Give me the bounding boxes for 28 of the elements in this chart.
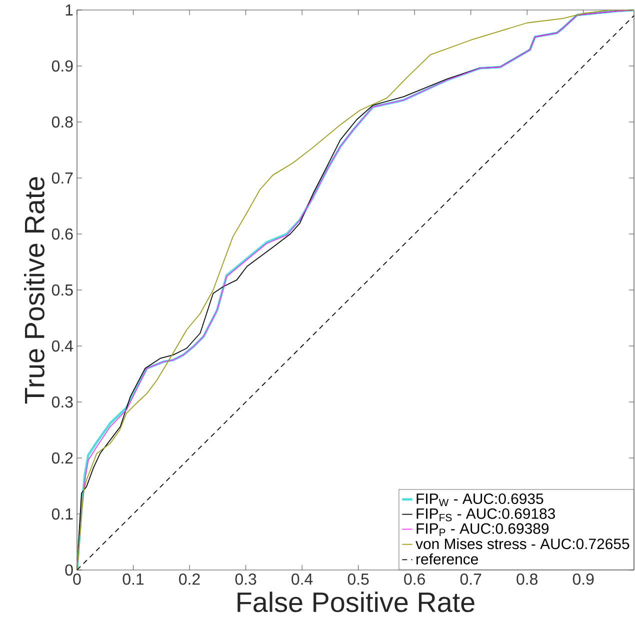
- x-tick-label: 0.2: [179, 574, 200, 585]
- y-tick-label: 1: [66, 4, 73, 16]
- y-tick-label: 0.5: [52, 284, 73, 296]
- y-tick-label: 0.2: [52, 452, 73, 464]
- y-tick-label: 0.6: [52, 228, 73, 240]
- y-axis-title: True Positive Rate: [24, 177, 44, 404]
- y-tick-label: 0.9: [52, 60, 73, 72]
- legend-label: von Mises stress - AUC:0.72655: [416, 538, 630, 550]
- y-tick-label: 0: [65, 564, 73, 576]
- x-tick-label: 0.4: [292, 574, 313, 585]
- x-tick-label: 0.8: [516, 574, 538, 585]
- y-tick-label: 0.7: [52, 172, 73, 184]
- y-tick-label: 0.4: [52, 340, 74, 352]
- y-tick-label: 0.8: [52, 116, 73, 128]
- y-tick-label: 0.3: [52, 396, 73, 408]
- x-tick-label: 0.6: [404, 574, 425, 585]
- x-tick-label: 0.9: [572, 574, 594, 585]
- legend-label: FIP$_{W}$ - AUC:0.6935: [416, 493, 544, 506]
- legend-label: reference: [416, 554, 478, 564]
- x-tick-label: 0.7: [460, 574, 482, 585]
- x-tick-label: 0.5: [348, 574, 369, 585]
- legend-label: FIP$_{P}$ - AUC:0.69389: [416, 523, 549, 536]
- legend-label: FIP$_{FS}$ - AUC:0.69183: [416, 508, 555, 522]
- x-tick-label: 0.1: [122, 574, 144, 585]
- y-tick-label: 0.1: [52, 508, 73, 520]
- x-tick-label: 0.3: [235, 574, 256, 585]
- x-tick-label: 0: [73, 574, 81, 585]
- x-axis-title: False Positive Rate: [238, 592, 474, 612]
